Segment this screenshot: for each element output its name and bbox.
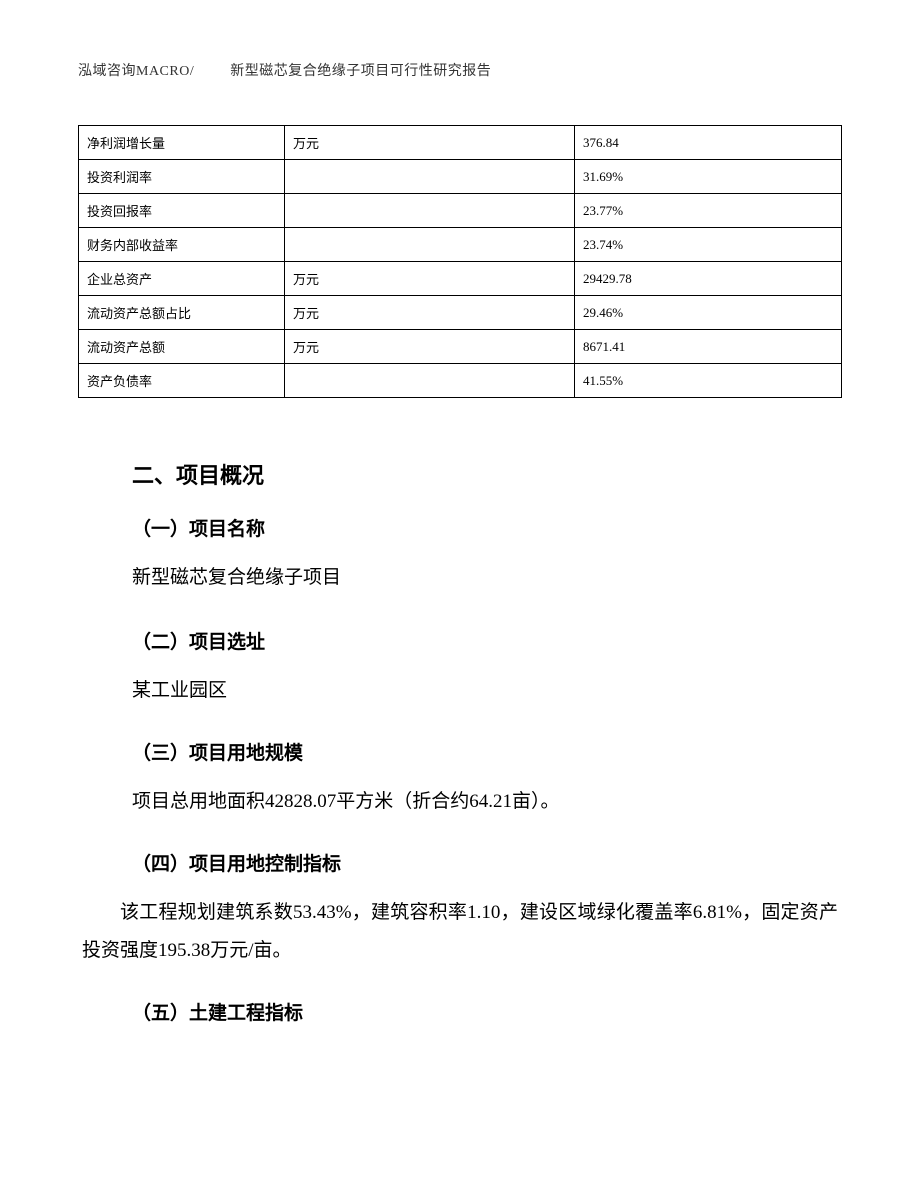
table-row: 流动资产总额 万元 8671.41 [79,330,842,364]
section-main-title: 二、项目概况 [132,458,838,490]
cell-value: 23.74% [574,228,841,262]
cell-value: 31.69% [574,160,841,194]
cell-unit: 万元 [285,330,575,364]
table-row: 流动资产总额占比 万元 29.46% [79,296,842,330]
sub-title-2: （二）项目选址 [132,627,838,654]
financial-table: 净利润增长量 万元 376.84 投资利润率 31.69% 投资回报率 23.7… [78,125,842,398]
cell-value: 29.46% [574,296,841,330]
table-row: 资产负债率 41.55% [79,364,842,398]
cell-unit [285,194,575,228]
body-text-1: 新型磁芯复合绝缘子项目 [132,559,838,597]
cell-label: 流动资产总额 [79,330,285,364]
sub-title-4: （四）项目用地控制指标 [132,849,838,876]
cell-label: 资产负债率 [79,364,285,398]
page-header: 泓域咨询MACRO/新型磁芯复合绝缘子项目可行性研究报告 [78,60,842,80]
table-row: 投资回报率 23.77% [79,194,842,228]
header-company: 泓域咨询MACRO/ [78,64,194,79]
table-row: 净利润增长量 万元 376.84 [79,126,842,160]
sub-title-3: （三）项目用地规模 [132,738,838,765]
cell-unit: 万元 [285,262,575,296]
cell-unit [285,160,575,194]
cell-label: 企业总资产 [79,262,285,296]
cell-value: 29429.78 [574,262,841,296]
cell-unit [285,228,575,262]
table-row: 投资利润率 31.69% [79,160,842,194]
cell-unit: 万元 [285,296,575,330]
cell-unit [285,364,575,398]
body-text-2: 某工业园区 [132,672,838,710]
cell-label: 投资回报率 [79,194,285,228]
body-text-3: 项目总用地面积42828.07平方米（折合约64.21亩）。 [132,783,838,821]
table-row: 财务内部收益率 23.74% [79,228,842,262]
cell-label: 投资利润率 [79,160,285,194]
page-container: 泓域咨询MACRO/新型磁芯复合绝缘子项目可行性研究报告 净利润增长量 万元 3… [0,0,920,1103]
sub-title-1: （一）项目名称 [132,514,838,541]
cell-unit: 万元 [285,126,575,160]
cell-value: 376.84 [574,126,841,160]
sub-title-5: （五）土建工程指标 [132,998,838,1025]
header-report-title: 新型磁芯复合绝缘子项目可行性研究报告 [230,64,491,79]
cell-label: 流动资产总额占比 [79,296,285,330]
cell-value: 41.55% [574,364,841,398]
body-text-4: 该工程规划建筑系数53.43%，建筑容积率1.10，建设区域绿化覆盖率6.81%… [82,894,838,970]
table-row: 企业总资产 万元 29429.78 [79,262,842,296]
cell-value: 23.77% [574,194,841,228]
content-section: 二、项目概况 （一）项目名称 新型磁芯复合绝缘子项目 （二）项目选址 某工业园区… [78,458,842,1025]
table-body: 净利润增长量 万元 376.84 投资利润率 31.69% 投资回报率 23.7… [79,126,842,398]
cell-label: 净利润增长量 [79,126,285,160]
cell-label: 财务内部收益率 [79,228,285,262]
cell-value: 8671.41 [574,330,841,364]
